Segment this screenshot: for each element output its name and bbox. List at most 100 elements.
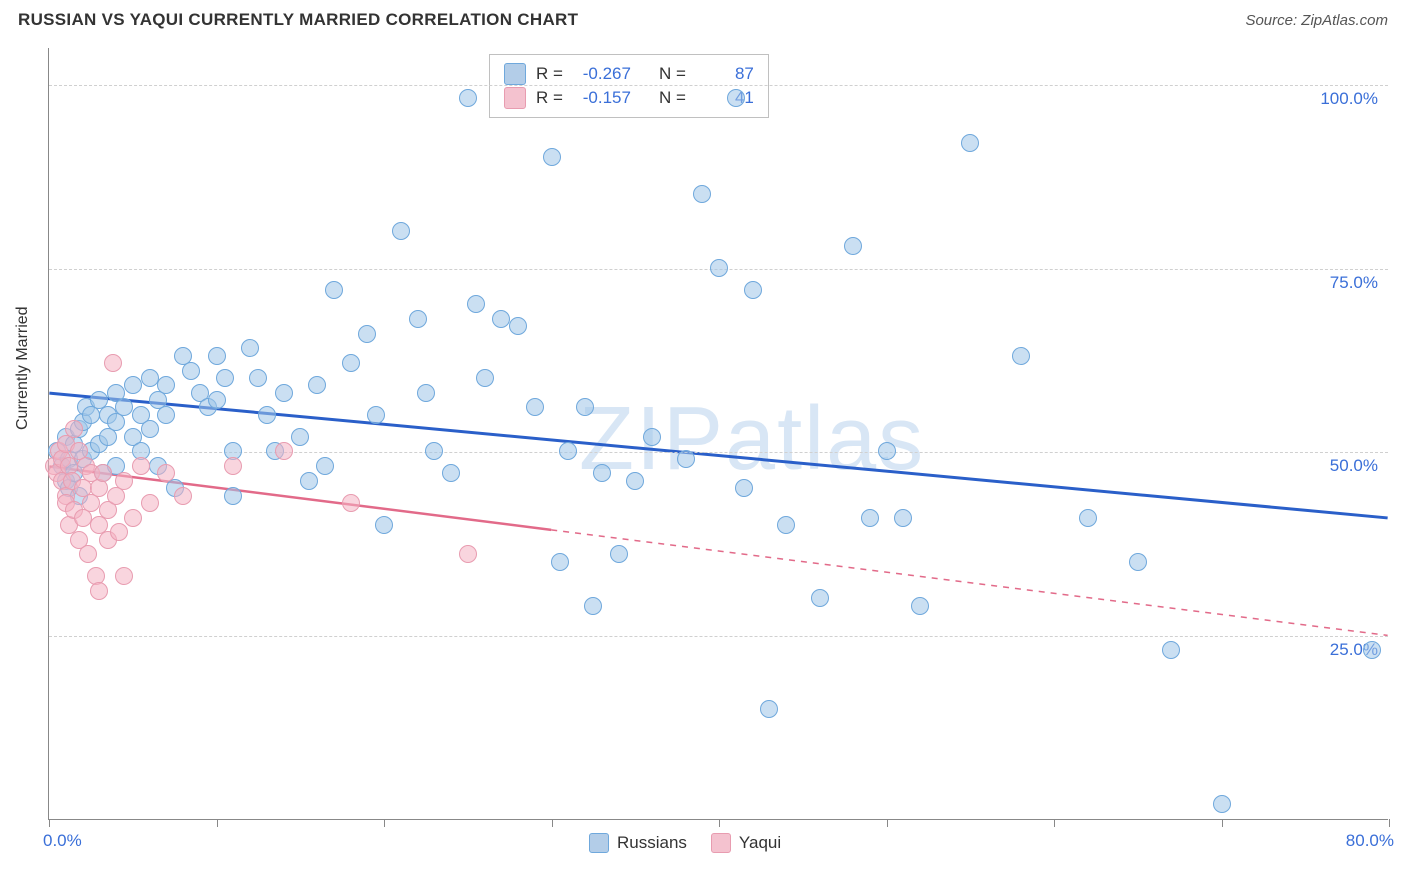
legend-item-russians: Russians — [589, 833, 687, 853]
data-point — [342, 494, 360, 512]
n-label: N = — [659, 88, 686, 108]
x-tick — [1222, 819, 1223, 827]
data-point — [861, 509, 879, 527]
r-value: -0.157 — [573, 88, 631, 108]
data-point — [104, 354, 122, 372]
data-point — [110, 523, 128, 541]
gridline — [49, 85, 1388, 86]
data-point — [216, 369, 234, 387]
data-point — [442, 464, 460, 482]
data-point — [258, 406, 276, 424]
data-point — [174, 487, 192, 505]
data-point — [115, 472, 133, 490]
x-tick — [217, 819, 218, 827]
data-point — [735, 479, 753, 497]
x-tick — [719, 819, 720, 827]
stats-legend: R = -0.267 N = 87 R = -0.157 N = 41 — [489, 54, 769, 118]
data-point — [777, 516, 795, 534]
data-point — [878, 442, 896, 460]
data-point — [710, 259, 728, 277]
data-point — [79, 545, 97, 563]
data-point — [115, 567, 133, 585]
data-point — [760, 700, 778, 718]
trend-lines — [49, 48, 1388, 819]
swatch-pink-icon — [711, 833, 731, 853]
data-point — [467, 295, 485, 313]
data-point — [157, 464, 175, 482]
x-tick — [887, 819, 888, 827]
data-point — [275, 442, 293, 460]
data-point — [593, 464, 611, 482]
data-point — [626, 472, 644, 490]
data-point — [132, 457, 150, 475]
data-point — [124, 376, 142, 394]
chart-title: RUSSIAN VS YAQUI CURRENTLY MARRIED CORRE… — [18, 10, 578, 30]
data-point — [1129, 553, 1147, 571]
series-legend: Russians Yaqui — [589, 833, 781, 853]
data-point — [559, 442, 577, 460]
data-point — [459, 89, 477, 107]
data-point — [551, 553, 569, 571]
data-point — [308, 376, 326, 394]
data-point — [241, 339, 259, 357]
x-max-label: 80.0% — [1346, 831, 1394, 851]
data-point — [677, 450, 695, 468]
data-point — [1213, 795, 1231, 813]
data-point — [208, 347, 226, 365]
r-label: R = — [536, 88, 563, 108]
x-tick — [1389, 819, 1390, 827]
data-point — [811, 589, 829, 607]
data-point — [1162, 641, 1180, 659]
data-point — [224, 457, 242, 475]
data-point — [115, 398, 133, 416]
data-point — [65, 420, 83, 438]
x-tick — [1054, 819, 1055, 827]
data-point — [224, 487, 242, 505]
legend-row-russians: R = -0.267 N = 87 — [504, 63, 754, 85]
y-tick-label: 100.0% — [1320, 89, 1378, 109]
legend-label: Russians — [617, 833, 687, 853]
data-point — [409, 310, 427, 328]
data-point — [744, 281, 762, 299]
data-point — [141, 369, 159, 387]
data-point — [727, 89, 745, 107]
data-point — [576, 398, 594, 416]
data-point — [894, 509, 912, 527]
gridline — [49, 452, 1388, 453]
data-point — [543, 148, 561, 166]
data-point — [911, 597, 929, 615]
data-point — [693, 185, 711, 203]
data-point — [1079, 509, 1097, 527]
legend-row-yaqui: R = -0.157 N = 41 — [504, 87, 754, 109]
data-point — [1363, 641, 1381, 659]
x-min-label: 0.0% — [43, 831, 82, 851]
r-value: -0.267 — [573, 64, 631, 84]
swatch-blue-icon — [589, 833, 609, 853]
data-point — [459, 545, 477, 563]
data-point — [300, 472, 318, 490]
data-point — [291, 428, 309, 446]
data-point — [94, 464, 112, 482]
y-tick-label: 75.0% — [1330, 273, 1378, 293]
x-tick — [552, 819, 553, 827]
legend-label: Yaqui — [739, 833, 781, 853]
n-label: N = — [659, 64, 686, 84]
data-point — [342, 354, 360, 372]
n-value: 41 — [696, 88, 754, 108]
data-point — [90, 582, 108, 600]
swatch-pink-icon — [504, 87, 526, 109]
data-point — [141, 420, 159, 438]
data-point — [358, 325, 376, 343]
x-tick — [49, 819, 50, 827]
data-point — [526, 398, 544, 416]
x-tick — [384, 819, 385, 827]
data-point — [425, 442, 443, 460]
data-point — [643, 428, 661, 446]
data-point — [375, 516, 393, 534]
data-point — [844, 237, 862, 255]
scatter-chart: ZIPatlas R = -0.267 N = 87 R = -0.157 N … — [48, 48, 1388, 820]
gridline — [49, 636, 1388, 637]
legend-item-yaqui: Yaqui — [711, 833, 781, 853]
source-attribution: Source: ZipAtlas.com — [1245, 12, 1388, 29]
data-point — [961, 134, 979, 152]
